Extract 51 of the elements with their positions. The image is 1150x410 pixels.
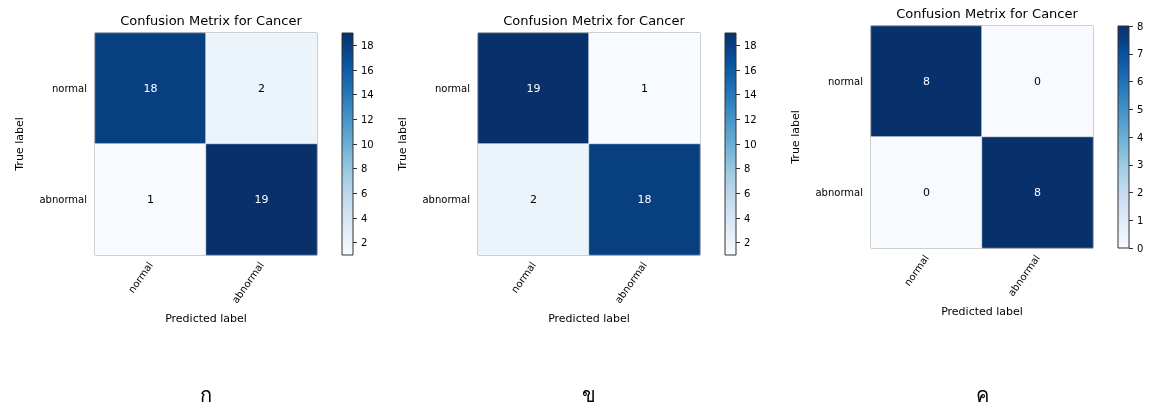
color-bar-label: 4 [744,212,751,224]
color-bar-label: 6 [744,187,751,199]
color-bar-label: 4 [361,212,368,224]
color-bar-label: 5 [1137,103,1144,115]
chart-title: Confusion Metrix for Cancer [503,13,686,28]
y-axis-title: True label [13,117,26,172]
text: ค [975,383,989,407]
data-label: 18 [143,82,158,95]
color-bar-label: 16 [744,64,757,76]
color-bar-label: 4 [1137,131,1144,143]
chart-title: Confusion Metrix for Cancer [896,6,1079,21]
data-label: 0 [923,186,930,199]
x-axis-title: Predicted label [548,312,630,325]
data-label: 1 [147,193,154,206]
color-bar-label: 2 [744,237,751,249]
color-bar-label: 2 [361,237,368,249]
color-bar-label: 12 [744,113,757,125]
y-axis-title: True label [396,117,409,172]
data-label: 19 [526,82,541,95]
color-bar-label: 2 [1137,187,1144,198]
color-bar-label: 6 [1137,76,1144,87]
data-label: 8 [923,75,930,88]
x-axis-title: Predicted label [165,312,247,325]
x-axis-title: Predicted label [941,305,1023,318]
data-label: 18 [637,193,652,206]
y-axis-title: True label [789,110,802,165]
color-bar-label: 8 [1137,20,1144,32]
data-label: 2 [258,82,265,95]
color-bar-label: 14 [744,89,757,101]
color-bar-label: 18 [744,39,757,51]
data-label: 19 [254,193,269,206]
color-bar-label: 18 [361,39,374,51]
color-bar-label: 1 [1137,214,1144,226]
color-bar-label: 10 [361,138,374,150]
data-label: 8 [1034,186,1041,199]
data-label: 0 [1034,75,1041,88]
text: ก [200,383,212,407]
chart-title: Confusion Metrix for Cancer [120,13,303,28]
data-label: 1 [641,82,648,95]
color-bar-label: 0 [1137,242,1144,254]
text: ข [582,383,596,407]
color-bar-label: 14 [361,89,374,101]
color-bar-label: 6 [361,187,368,199]
color-bar-label: 8 [744,163,751,175]
data-label: 2 [530,193,537,206]
color-bar-label: 10 [744,138,757,150]
color-bar-label: 7 [1137,48,1144,60]
color-bar-label: 12 [361,113,374,125]
color-bar-label: 16 [361,64,374,76]
color-bar-label: 8 [361,163,368,175]
color-bar-label: 3 [1137,159,1144,171]
